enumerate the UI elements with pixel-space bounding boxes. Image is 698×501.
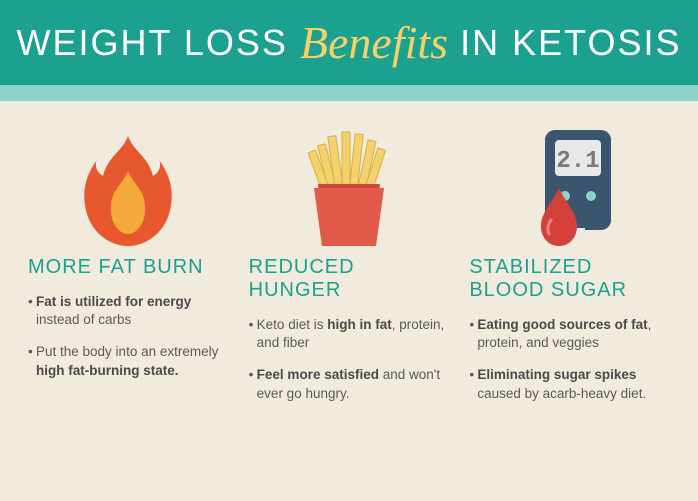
column-fat-burn: MORE FAT BURN Fat is utilized for energy… — [28, 121, 229, 481]
bullet: Eating good sources of fat, protein, and… — [469, 316, 670, 352]
accent-bar — [0, 85, 698, 101]
content-area: MORE FAT BURN Fat is utilized for energy… — [0, 101, 698, 501]
column-hunger: REDUCED HUNGER Keto diet is high in fat,… — [249, 121, 450, 481]
bullet: Feel more satisfied and won't ever go hu… — [249, 366, 450, 402]
flame-icon — [28, 121, 229, 256]
header-banner: WEIGHT LOSS Benefits IN KETOSIS — [0, 0, 698, 85]
title-part1: WEIGHT LOSS — [17, 22, 288, 64]
glucose-meter-icon: 2.1 — [469, 121, 670, 256]
column-sugar: 2.1 STABILIZED BLOOD SUGAR Eating good s… — [469, 121, 670, 481]
svg-text:2.1: 2.1 — [556, 148, 599, 175]
bullet: Eliminating sugar spikes caused by acarb… — [469, 366, 670, 402]
title-part2: IN KETOSIS — [460, 22, 681, 64]
title-script: Benefits — [300, 16, 448, 69]
fries-icon — [249, 121, 450, 256]
bullet: Fat is utilized for energy instead of ca… — [28, 293, 229, 329]
bullet: Put the body into an extremely high fat-… — [28, 343, 229, 379]
col-title-sugar: STABILIZED BLOOD SUGAR — [469, 256, 670, 302]
col-title-fat-burn: MORE FAT BURN — [28, 256, 229, 279]
col-title-hunger: REDUCED HUNGER — [249, 256, 450, 302]
bullet: Keto diet is high in fat, protein, and f… — [249, 316, 450, 352]
